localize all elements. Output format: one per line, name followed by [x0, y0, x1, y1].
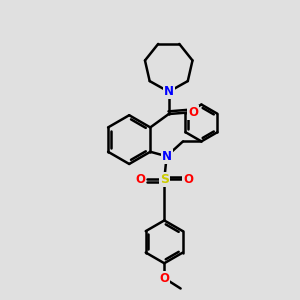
Text: O: O: [136, 173, 146, 186]
Text: S: S: [160, 173, 169, 186]
Text: O: O: [188, 106, 198, 119]
Text: N: N: [164, 85, 174, 98]
Text: N: N: [162, 150, 172, 163]
Text: O: O: [159, 272, 169, 285]
Text: O: O: [183, 173, 193, 186]
